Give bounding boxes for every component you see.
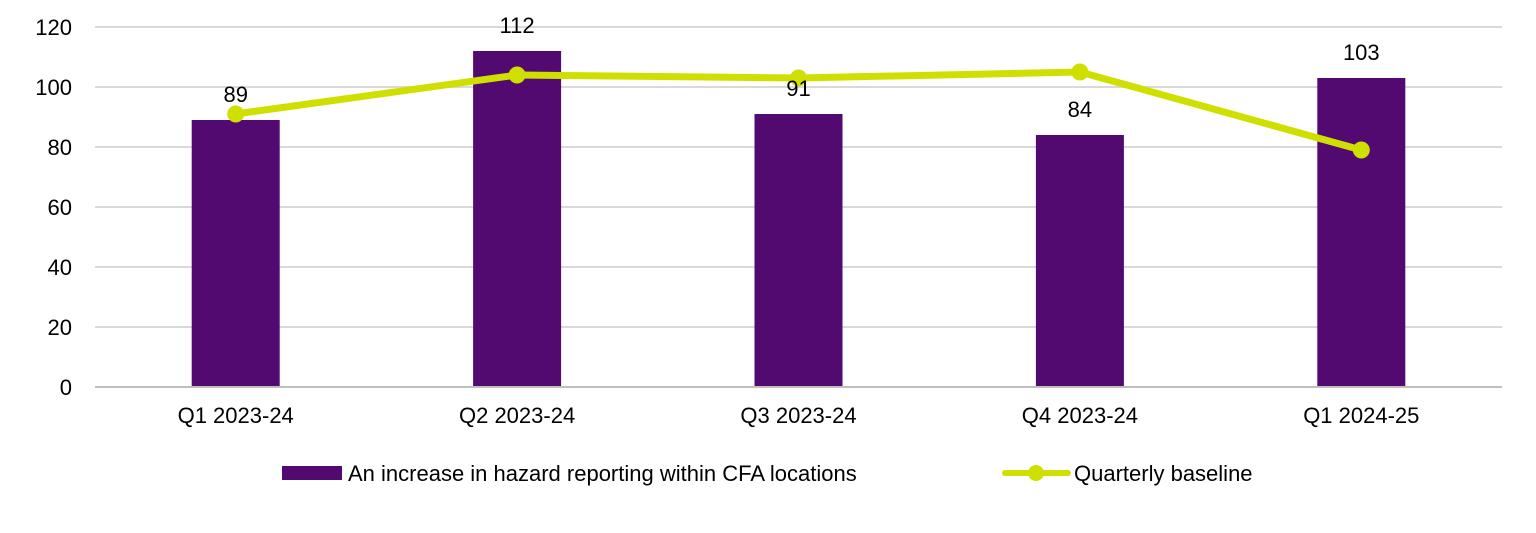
baseline-marker [508,66,526,84]
bar-series [191,51,1406,387]
x-tick-label: Q3 2023-24 [740,403,856,428]
bar-data-label: 103 [1343,40,1380,65]
bar-data-label: 112 [500,13,535,38]
bar [473,51,562,387]
data-labels: 89 112 91 84 103 [223,13,1379,122]
y-tick-label: 20 [48,315,72,340]
baseline-marker [1352,141,1370,159]
y-axis: 0 20 40 60 80 100 120 [35,15,72,400]
baseline-marker [227,105,245,123]
y-tick-label: 60 [48,195,72,220]
line-series [227,63,1370,159]
x-axis: Q1 2023-24 Q2 2023-24 Q3 2023-24 Q4 2023-24… [95,386,1502,428]
x-tick-label: Q2 2023-24 [459,403,575,428]
baseline-marker [1071,63,1089,81]
bar [1035,135,1124,387]
x-tick-label: Q1 2023-24 [178,403,294,428]
bar-data-label: 91 [786,76,810,101]
legend: An increase in hazard reporting within C… [282,461,1253,486]
bar [191,120,280,387]
legend-swatch-bar [282,466,342,480]
baseline-marker [790,69,807,87]
bar-data-label: 84 [1068,97,1092,122]
y-tick-label: 40 [48,255,72,280]
x-tick-label: Q4 2023-24 [1022,403,1138,428]
legend-label-bar: An increase in hazard reporting within C… [348,461,857,486]
y-tick-label: 100 [35,75,72,100]
y-tick-label: 80 [48,135,72,160]
bar-data-label: 89 [223,82,247,107]
legend-label-line: Quarterly baseline [1074,461,1253,486]
bar [1317,78,1406,387]
y-tick-label: 120 [35,15,72,40]
x-tick-label: Q1 2024-25 [1303,403,1419,428]
legend-marker-line [1028,465,1044,481]
y-tick-label: 0 [60,375,72,400]
bar [754,114,843,387]
